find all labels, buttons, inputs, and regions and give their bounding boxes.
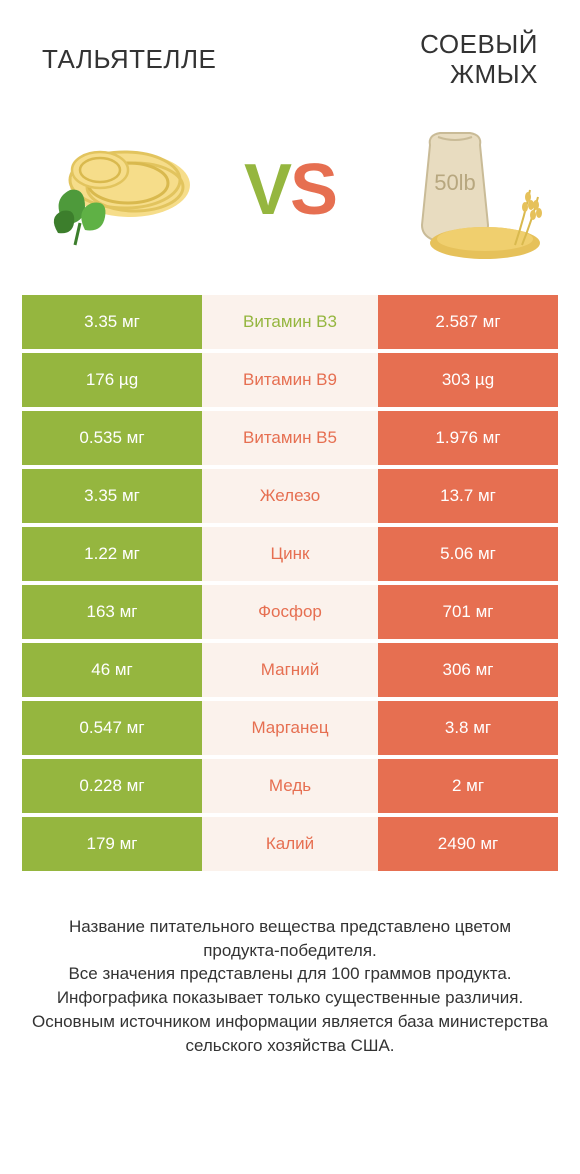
nutrient-row: 0.547 мгМарганец3.8 мг: [22, 701, 558, 755]
right-value-cell: 13.7 мг: [378, 469, 558, 523]
nutrient-name-cell: Марганец: [202, 701, 378, 755]
left-value-cell: 179 мг: [22, 817, 202, 871]
right-value-cell: 2 мг: [378, 759, 558, 813]
right-value-cell: 1.976 мг: [378, 411, 558, 465]
right-value-cell: 5.06 мг: [378, 527, 558, 581]
left-product-title: ТАЛЬЯТЕЛЛЕ: [30, 44, 290, 75]
nutrient-row: 176 µgВитамин B9303 µg: [22, 353, 558, 407]
nutrient-table: 3.35 мгВитамин B32.587 мг176 µgВитамин B…: [0, 295, 580, 871]
nutrient-row: 179 мгКалий2490 мг: [22, 817, 558, 871]
left-value-cell: 0.547 мг: [22, 701, 202, 755]
left-value-cell: 46 мг: [22, 643, 202, 697]
left-value-cell: 0.228 мг: [22, 759, 202, 813]
nutrient-row: 3.35 мгВитамин B32.587 мг: [22, 295, 558, 349]
right-value-cell: 2.587 мг: [378, 295, 558, 349]
left-value-cell: 176 µg: [22, 353, 202, 407]
nutrient-name-cell: Фосфор: [202, 585, 378, 639]
vs-s: S: [290, 150, 336, 230]
footer-line-2: Все значения представлены для 100 граммо…: [30, 962, 550, 986]
nutrient-row: 0.535 мгВитамин B51.976 мг: [22, 411, 558, 465]
footer-notes: Название питательного вещества представл…: [0, 875, 580, 1058]
nutrient-name-cell: Цинк: [202, 527, 378, 581]
grain-sack-icon: 50lb: [360, 115, 550, 265]
nutrient-row: 1.22 мгЦинк5.06 мг: [22, 527, 558, 581]
nutrient-name-cell: Витамин B5: [202, 411, 378, 465]
nutrient-name-cell: Железо: [202, 469, 378, 523]
right-value-cell: 3.8 мг: [378, 701, 558, 755]
hero-row: VS 50lb: [0, 100, 580, 295]
left-value-cell: 0.535 мг: [22, 411, 202, 465]
right-value-cell: 2490 мг: [378, 817, 558, 871]
tagliatelle-icon: [30, 115, 220, 265]
nutrient-name-cell: Витамин B9: [202, 353, 378, 407]
right-product-title: СОЕВЫЙЖМЫХ: [290, 30, 550, 90]
vs-label: VS: [244, 149, 336, 231]
left-value-cell: 163 мг: [22, 585, 202, 639]
comparison-header: ТАЛЬЯТЕЛЛЕ СОЕВЫЙЖМЫХ: [0, 0, 580, 100]
vs-v: V: [244, 150, 290, 230]
nutrient-name-cell: Калий: [202, 817, 378, 871]
footer-line-1: Название питательного вещества представл…: [30, 915, 550, 963]
right-value-cell: 701 мг: [378, 585, 558, 639]
nutrient-row: 46 мгМагний306 мг: [22, 643, 558, 697]
left-value-cell: 3.35 мг: [22, 469, 202, 523]
right-product-image: 50lb: [360, 115, 550, 265]
nutrient-row: 163 мгФосфор701 мг: [22, 585, 558, 639]
left-value-cell: 3.35 мг: [22, 295, 202, 349]
footer-line-4: Основным источником информации является …: [30, 1010, 550, 1058]
footer-line-3: Инфографика показывает только существенн…: [30, 986, 550, 1010]
sack-label-text: 50lb: [434, 170, 476, 195]
nutrient-row: 3.35 мгЖелезо13.7 мг: [22, 469, 558, 523]
left-value-cell: 1.22 мг: [22, 527, 202, 581]
nutrient-name-cell: Медь: [202, 759, 378, 813]
nutrient-name-cell: Магний: [202, 643, 378, 697]
right-value-cell: 306 мг: [378, 643, 558, 697]
right-value-cell: 303 µg: [378, 353, 558, 407]
left-product-image: [30, 115, 220, 265]
nutrient-name-cell: Витамин B3: [202, 295, 378, 349]
nutrient-row: 0.228 мгМедь2 мг: [22, 759, 558, 813]
